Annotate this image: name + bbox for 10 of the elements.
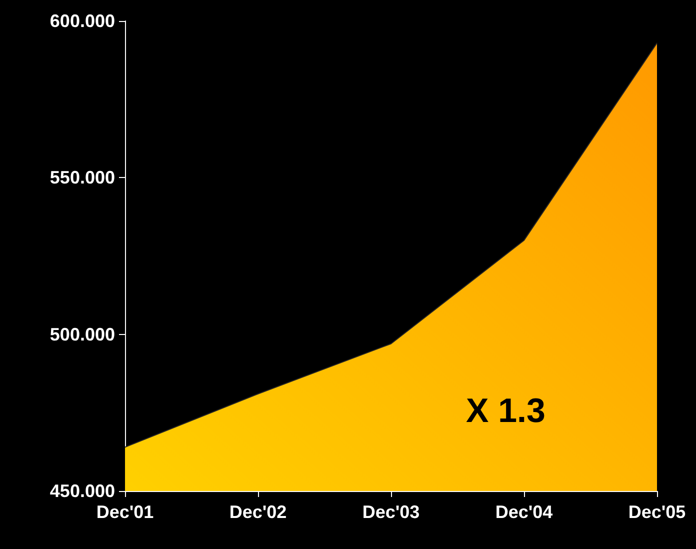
y-tick-label: 550.000 bbox=[50, 168, 115, 188]
x-tick-label: Dec'05 bbox=[628, 502, 686, 522]
y-tick-label: 450.000 bbox=[50, 481, 115, 501]
y-tick-label: 500.000 bbox=[50, 324, 115, 344]
y-tick-label: 600.000 bbox=[50, 11, 115, 31]
x-tick-label: Dec'02 bbox=[229, 502, 287, 522]
x-tick-label: Dec'03 bbox=[362, 502, 420, 522]
annotation: X 1.3 bbox=[466, 392, 546, 430]
x-tick-label: Dec'01 bbox=[96, 502, 154, 522]
x-tick-label: Dec'04 bbox=[495, 502, 553, 522]
